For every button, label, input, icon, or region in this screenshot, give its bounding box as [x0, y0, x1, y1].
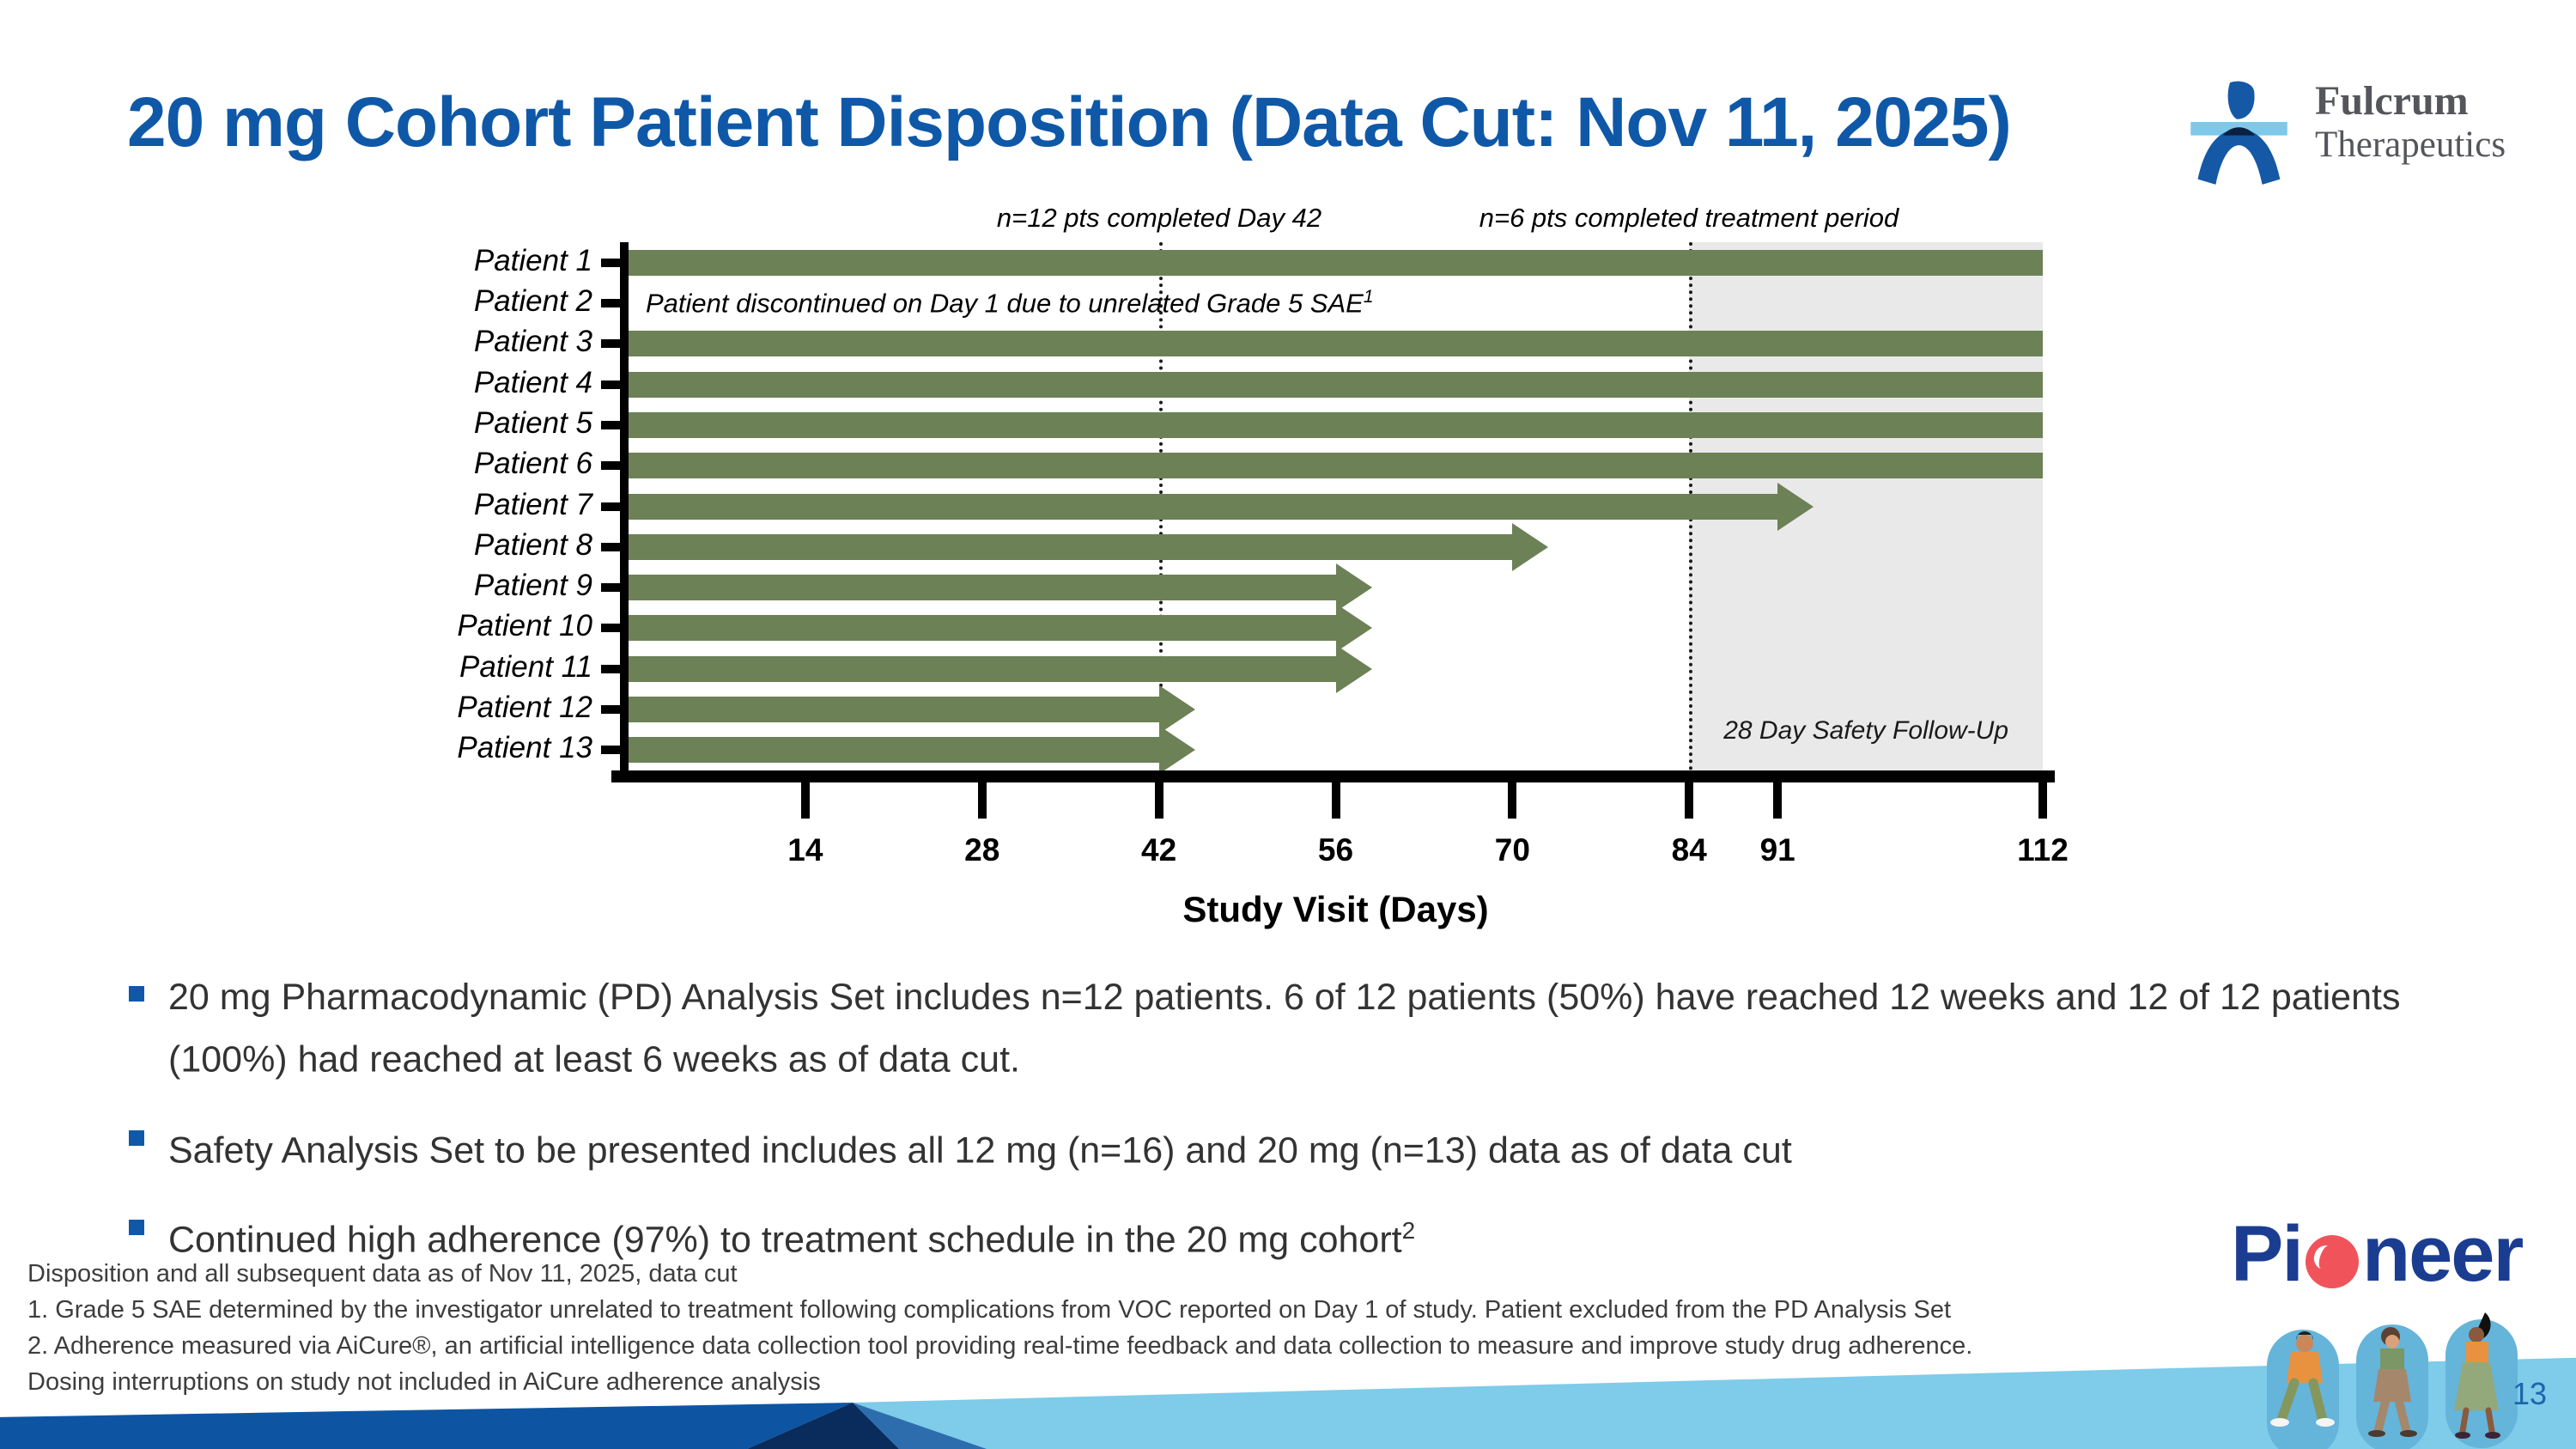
patient-label: Patient 2	[473, 283, 592, 318]
x-tick-label: 70	[1494, 832, 1530, 868]
patient-label: Patient 7	[473, 487, 592, 521]
bullet-square-icon	[129, 986, 144, 1002]
y-tick	[601, 705, 629, 715]
bullet-item: Continued high adherence (97%) to treatm…	[129, 1204, 2499, 1266]
x-tick-label: 56	[1317, 832, 1354, 868]
y-tick	[601, 298, 629, 307]
x-axis-title: Study Visit (Days)	[1182, 889, 1489, 929]
patient-label: Patient 1	[473, 243, 592, 277]
x-tick-label: 91	[1759, 832, 1795, 868]
x-tick-label: 14	[787, 832, 823, 868]
ongoing-arrow	[1777, 482, 1814, 531]
x-tick	[2038, 782, 2047, 819]
bullet-item: 20 mg Pharmacodynamic (PD) Analysis Set …	[129, 971, 2499, 1086]
ongoing-arrow	[1335, 563, 1372, 612]
x-tick	[1773, 782, 1783, 819]
footnote-line: 2. Adherence measured via AiCure®, an ar…	[27, 1332, 1973, 1360]
patient-label: Patient 9	[473, 569, 592, 603]
bullet-square-icon	[129, 1220, 144, 1235]
patient-bar	[629, 371, 2043, 398]
patient2-discontinued-note: Patient discontinued on Day 1 due to unr…	[646, 286, 1374, 319]
footnote-line: Dosing interruptions on study not includ…	[27, 1368, 821, 1396]
bullet-superscript: 2	[1401, 1217, 1416, 1244]
patient-label: Patient 11	[459, 649, 592, 684]
y-tick	[601, 420, 629, 429]
footnote-line: Disposition and all subsequent data as o…	[27, 1260, 738, 1288]
patient-label: Patient 12	[457, 691, 592, 725]
y-tick	[601, 339, 629, 349]
patient-label: Patient 6	[473, 447, 592, 481]
y-tick	[601, 380, 629, 389]
bullet-item: Safety Analysis Set to be presented incl…	[129, 1115, 2499, 1177]
bullet-text: Safety Analysis Set to be presented incl…	[168, 1129, 1792, 1172]
patient-label: Patient 8	[473, 527, 592, 562]
fulcrum-subname: Therapeutics	[2315, 125, 2506, 165]
y-tick	[601, 624, 629, 633]
x-tick-label: 28	[964, 832, 1000, 868]
x-tick	[1508, 782, 1517, 819]
y-tick	[601, 502, 629, 511]
y-tick	[601, 746, 629, 755]
patient-label: Patient 5	[473, 405, 592, 440]
x-axis	[611, 770, 2055, 782]
x-tick	[1154, 782, 1163, 819]
footnote-line: 1. Grade 5 SAE determined by the investi…	[27, 1296, 1952, 1324]
x-tick	[977, 782, 987, 819]
patient-bar	[629, 493, 1778, 520]
page-number: 13	[2512, 1376, 2547, 1411]
ongoing-arrow	[1158, 726, 1195, 775]
x-tick-label: 84	[1671, 832, 1707, 868]
ongoing-arrow	[1158, 685, 1195, 734]
safety-follow-up-label: 28 Day Safety Follow-Up	[1723, 716, 2009, 745]
pioneer-text-suffix: neer	[2361, 1210, 2524, 1298]
y-tick	[601, 461, 629, 471]
ongoing-arrow	[1335, 604, 1372, 653]
annotation-day42: n=12 pts completed Day 42	[996, 203, 1322, 233]
y-tick	[601, 542, 629, 551]
patient-bar	[629, 249, 2043, 276]
annotation-day84: n=6 pts completed treatment period	[1479, 203, 1899, 233]
fulcrum-logo: Fulcrum Therapeutics	[2185, 79, 2506, 186]
patient-label: Patient 10	[457, 609, 592, 643]
patient-bar	[629, 615, 1336, 642]
footnotes: Disposition and all subsequent data as o…	[27, 1256, 1972, 1400]
x-tick	[1331, 782, 1340, 819]
y-tick	[601, 583, 629, 593]
patient-label: Patient 13	[457, 731, 592, 765]
y-axis	[620, 242, 629, 782]
x-tick-label: 42	[1141, 832, 1177, 868]
y-tick	[601, 258, 629, 267]
ongoing-arrow	[1512, 522, 1549, 571]
y-tick	[601, 664, 629, 673]
patient-label: Patient 4	[473, 365, 592, 399]
patient-bar	[629, 453, 2043, 479]
ongoing-arrow	[1335, 644, 1372, 693]
walking-people-illustration	[2267, 1312, 2518, 1449]
bullet-text: 20 mg Pharmacodynamic (PD) Analysis Set …	[168, 977, 2401, 1081]
patient-label: Patient 3	[473, 325, 592, 359]
bullet-square-icon	[129, 1130, 144, 1146]
pioneer-red-circle-icon	[2305, 1234, 2359, 1288]
bullet-text: Continued high adherence (97%) to treatm…	[168, 1219, 1402, 1261]
fulcrum-figure-icon	[2190, 81, 2287, 185]
x-tick	[800, 782, 810, 819]
patient-bar	[629, 575, 1336, 601]
x-tick-label: 112	[2017, 832, 2069, 868]
fulcrum-logo-text: Fulcrum Therapeutics	[2315, 79, 2506, 167]
patient-bar	[629, 331, 2043, 357]
x-tick	[1685, 782, 1694, 819]
patient-bar	[629, 655, 1336, 682]
fulcrum-name: Fulcrum	[2315, 78, 2469, 124]
patient-bar	[629, 411, 2043, 438]
pioneer-logo: Pi neer	[2231, 1209, 2524, 1300]
patient-bar	[629, 737, 1159, 764]
page-title: 20 mg Cohort Patient Disposition (Data C…	[127, 83, 2012, 161]
patient-bar	[629, 533, 1513, 560]
pioneer-text-prefix: Pi	[2231, 1210, 2304, 1298]
patient-bar	[629, 697, 1159, 723]
